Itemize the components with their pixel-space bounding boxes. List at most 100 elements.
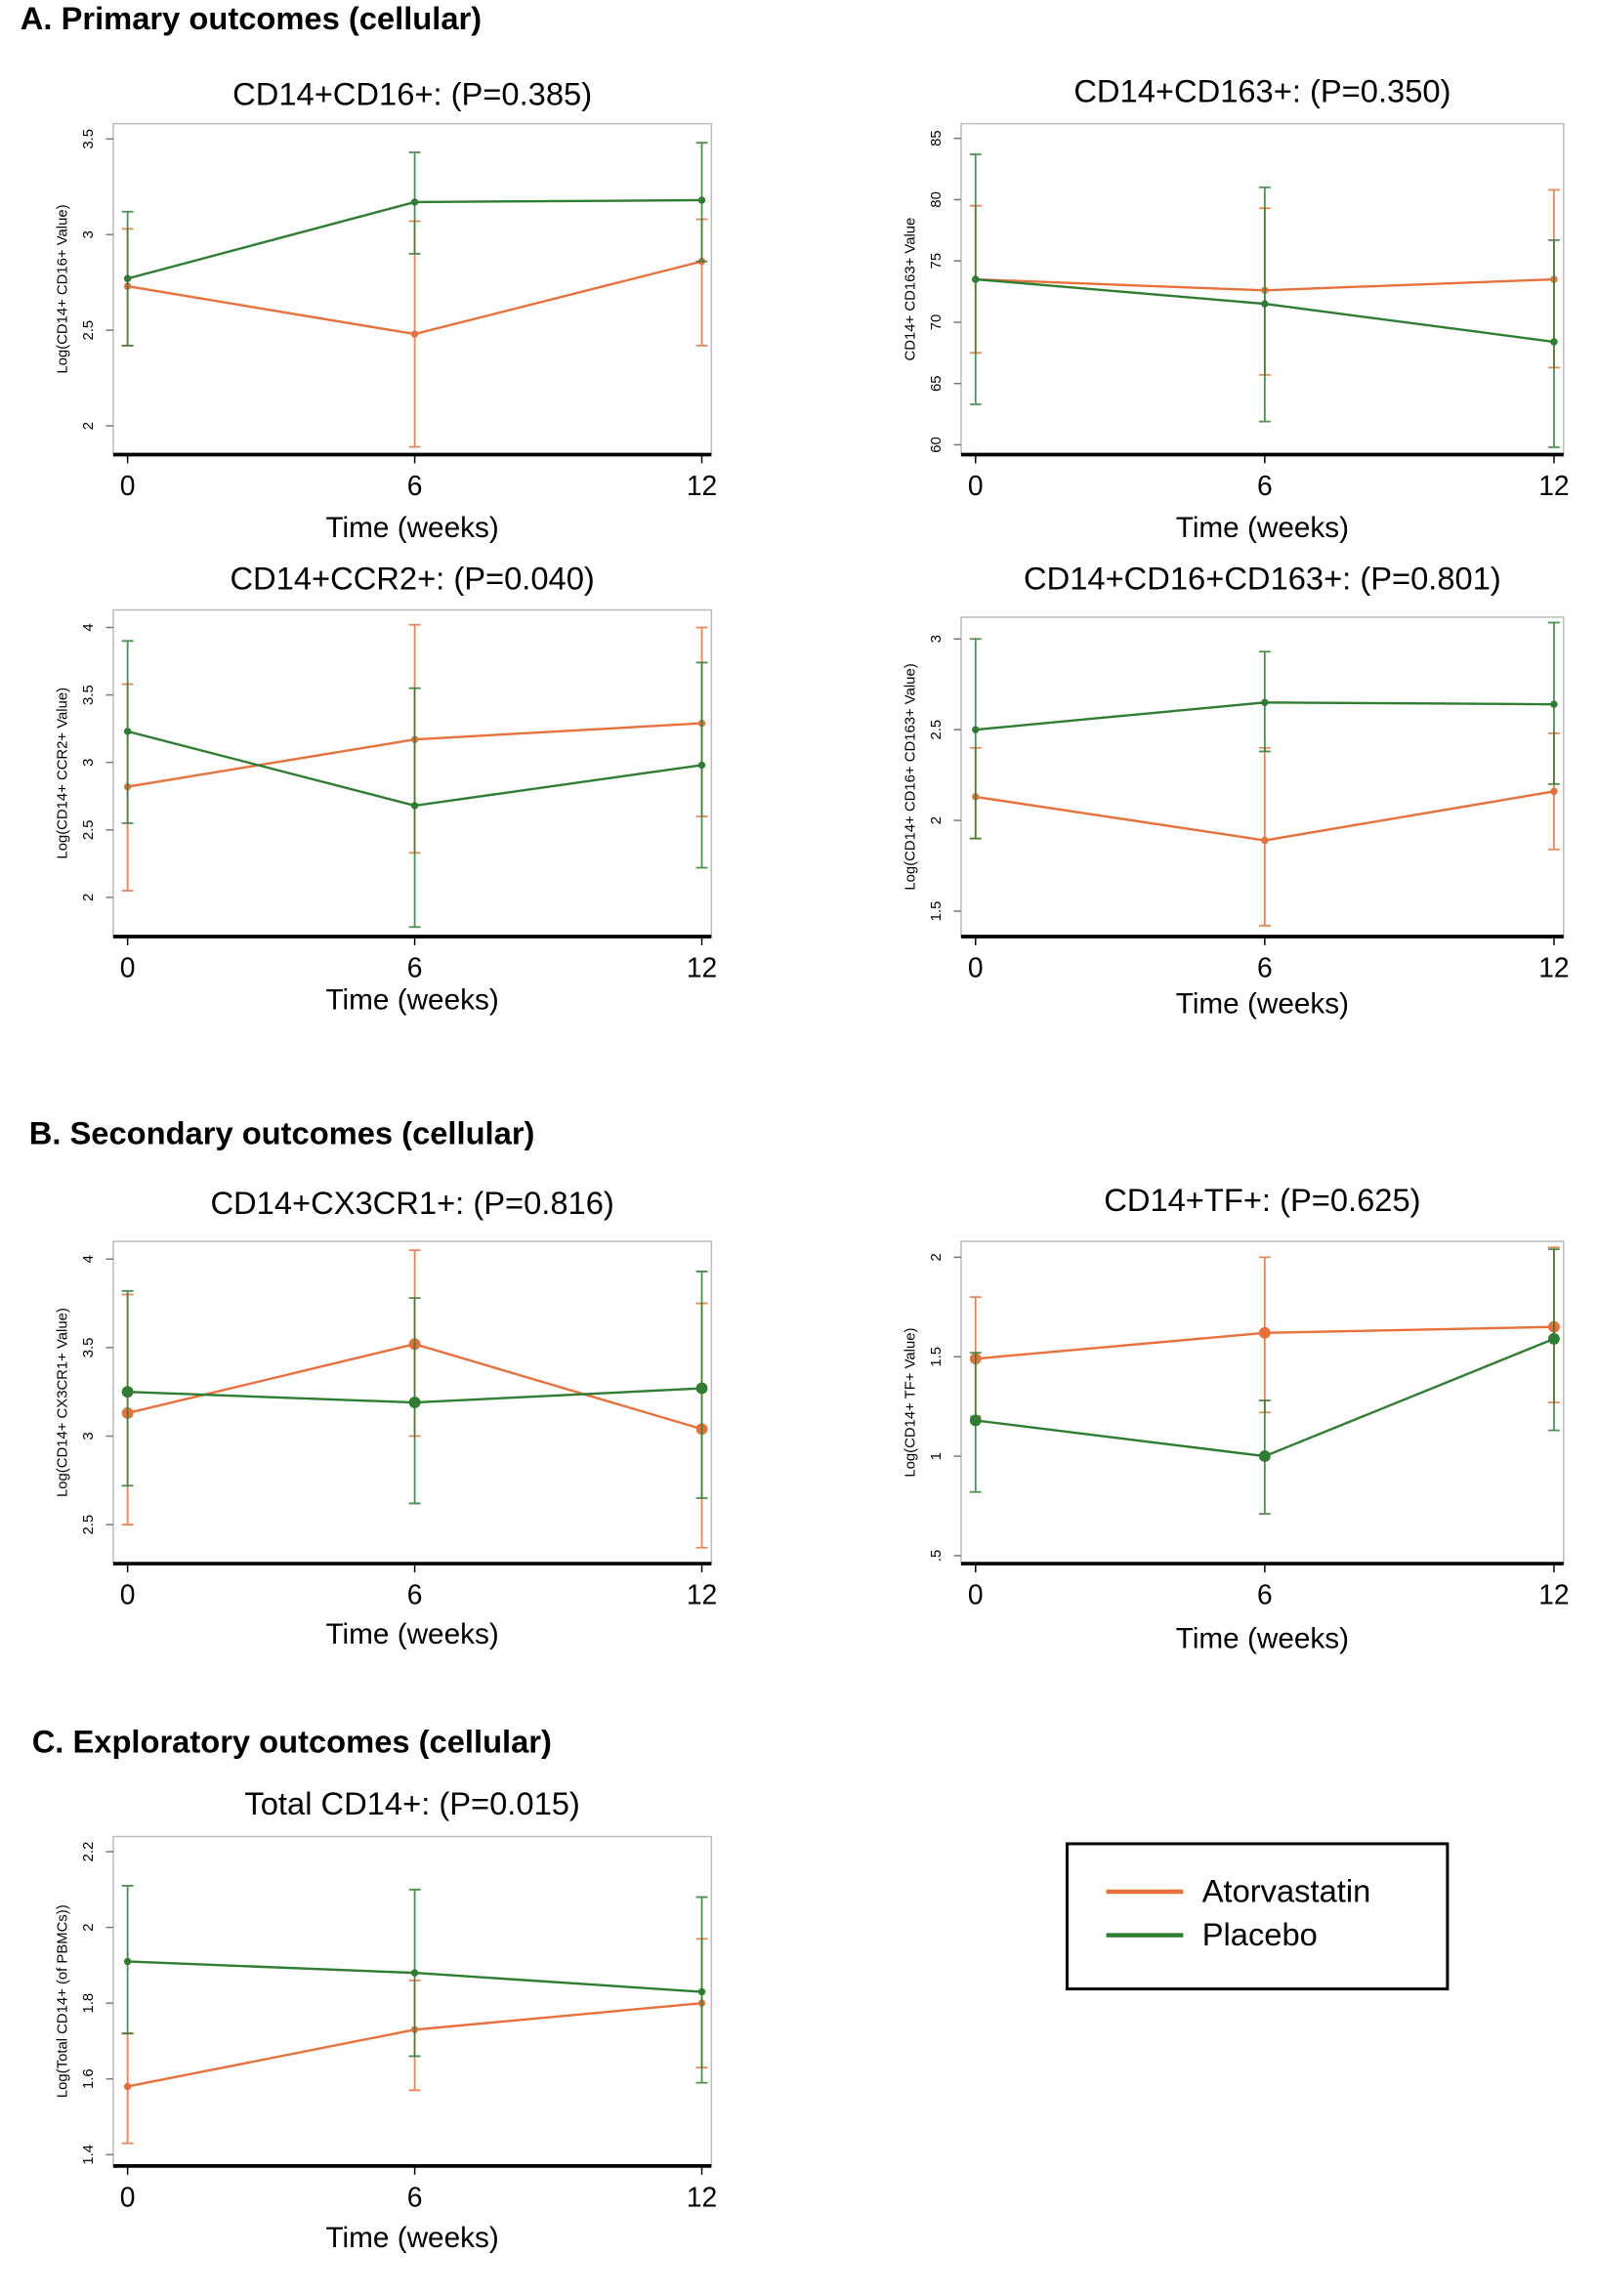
y-tick-label: 1.4 — [81, 2145, 97, 2165]
y-axis-label: Log(CD14+ CD16+ Value) — [55, 204, 70, 373]
x-tick-label: 0 — [120, 952, 136, 983]
chart-title: CD14+CD16+CD163+: (P=0.801) — [1024, 561, 1501, 597]
y-tick-label: 1.6 — [81, 2068, 97, 2089]
y-tick-label: .5 — [929, 1550, 945, 1562]
section-heading: B. Secondary outcomes (cellular) — [29, 1115, 535, 1151]
y-tick-label: 2.5 — [81, 819, 97, 840]
x-axis-label: Time (weeks) — [326, 1618, 499, 1650]
point — [1550, 787, 1558, 796]
y-tick-label: 1 — [929, 1452, 945, 1460]
point — [121, 1386, 134, 1398]
point — [123, 274, 132, 282]
point — [697, 1987, 706, 1996]
y-tick-label: 3 — [929, 635, 945, 643]
plot-frame — [960, 616, 1565, 938]
y-tick-label: 1.8 — [81, 1993, 97, 2014]
y-tick-label: 2.5 — [81, 320, 97, 341]
x-tick-label: 12 — [1538, 470, 1569, 501]
y-tick-label: 2 — [81, 422, 97, 430]
point — [410, 330, 419, 338]
x-tick-label: 6 — [1257, 952, 1273, 983]
point — [408, 1397, 421, 1409]
y-axis-label: Log(CD14+ CX3CR1+ Value) — [55, 1308, 70, 1497]
chart-title: CD14+CD16+: (P=0.385) — [232, 75, 592, 111]
point — [410, 802, 419, 810]
plot-frame — [112, 1835, 713, 2167]
chart-title: CD14+CX3CR1+: (P=0.816) — [210, 1185, 613, 1221]
section-heading: A. Primary outcomes (cellular) — [21, 0, 482, 36]
section-heading: C. Exploratory outcomes (cellular) — [32, 1723, 552, 1759]
y-tick-label: 60 — [929, 437, 945, 453]
y-tick-label: 80 — [929, 191, 945, 208]
x-tick-label: 0 — [968, 470, 984, 501]
x-axis-label: Time (weeks) — [1176, 1622, 1349, 1654]
chart-title: CD14+CCR2+: (P=0.040) — [230, 561, 594, 597]
x-axis-label: Time (weeks) — [326, 983, 499, 1016]
y-tick-label: 75 — [929, 253, 945, 270]
x-tick-label: 12 — [687, 2182, 717, 2213]
point — [969, 1414, 982, 1427]
plot-frame — [112, 122, 713, 456]
x-tick-label: 12 — [687, 470, 717, 501]
point — [410, 198, 419, 206]
point — [1550, 338, 1558, 346]
x-axis-label: Time (weeks) — [326, 512, 499, 544]
chart-title: CD14+CD163+: (P=0.350) — [1073, 72, 1450, 108]
y-tick-label: 3 — [81, 1432, 97, 1440]
point — [695, 1382, 708, 1395]
x-tick-label: 0 — [968, 952, 984, 983]
y-tick-label: 2.5 — [929, 720, 945, 740]
y-tick-label: 3 — [81, 230, 97, 238]
point — [697, 196, 706, 204]
point — [697, 761, 706, 770]
y-tick-label: 3.5 — [81, 685, 97, 705]
x-tick-label: 6 — [407, 470, 423, 501]
point — [1261, 698, 1269, 707]
x-tick-label: 0 — [968, 1579, 984, 1610]
y-tick-label: 1.5 — [929, 1347, 945, 1367]
x-tick-label: 6 — [1257, 470, 1273, 501]
chart-title: Total CD14+: (P=0.015) — [244, 1785, 579, 1821]
x-tick-label: 0 — [120, 1579, 136, 1610]
point — [1547, 1332, 1560, 1345]
y-tick-label: 65 — [929, 375, 945, 392]
y-tick-label: 2 — [81, 894, 97, 901]
legend-label: Placebo — [1202, 1916, 1318, 1952]
y-tick-label: 2 — [929, 1253, 945, 1261]
point — [972, 275, 980, 283]
y-axis-label: Log(CD14+ CCR2+ Value) — [55, 688, 70, 859]
y-tick-label: 3.5 — [81, 1338, 97, 1358]
y-tick-label: 85 — [929, 130, 945, 146]
point — [1261, 300, 1269, 308]
point — [1261, 836, 1269, 845]
point — [123, 2082, 132, 2091]
y-tick-label: 3 — [81, 759, 97, 767]
x-tick-label: 6 — [407, 952, 423, 983]
legend-box — [1065, 1842, 1450, 1991]
point — [1258, 1450, 1271, 1463]
x-tick-label: 12 — [687, 952, 717, 983]
point — [123, 1957, 132, 1966]
point — [1258, 1326, 1271, 1339]
x-tick-label: 0 — [120, 470, 136, 501]
x-tick-label: 6 — [1257, 1579, 1273, 1610]
x-axis-label: Time (weeks) — [326, 2222, 499, 2254]
y-tick-label: 2 — [81, 1923, 97, 1931]
y-tick-label: 4 — [81, 623, 97, 631]
point — [972, 726, 980, 733]
point — [1550, 700, 1558, 708]
error-bar — [969, 638, 982, 840]
x-axis-label: Time (weeks) — [1176, 988, 1349, 1021]
x-tick-label: 12 — [1538, 1579, 1569, 1610]
y-axis-label: Log(CD14+ TF+ Value) — [903, 1327, 918, 1477]
y-tick-label: 3.5 — [81, 129, 97, 149]
legend-label: Atorvastatin — [1202, 1872, 1371, 1908]
y-axis-label: Log(CD14+ CD16+ CD163+ Value) — [903, 663, 918, 890]
x-tick-label: 12 — [1538, 952, 1569, 983]
y-tick-label: 2.5 — [81, 1515, 97, 1535]
y-tick-label: 2 — [929, 816, 945, 824]
point — [410, 1969, 419, 1977]
x-tick-label: 12 — [687, 1579, 717, 1610]
